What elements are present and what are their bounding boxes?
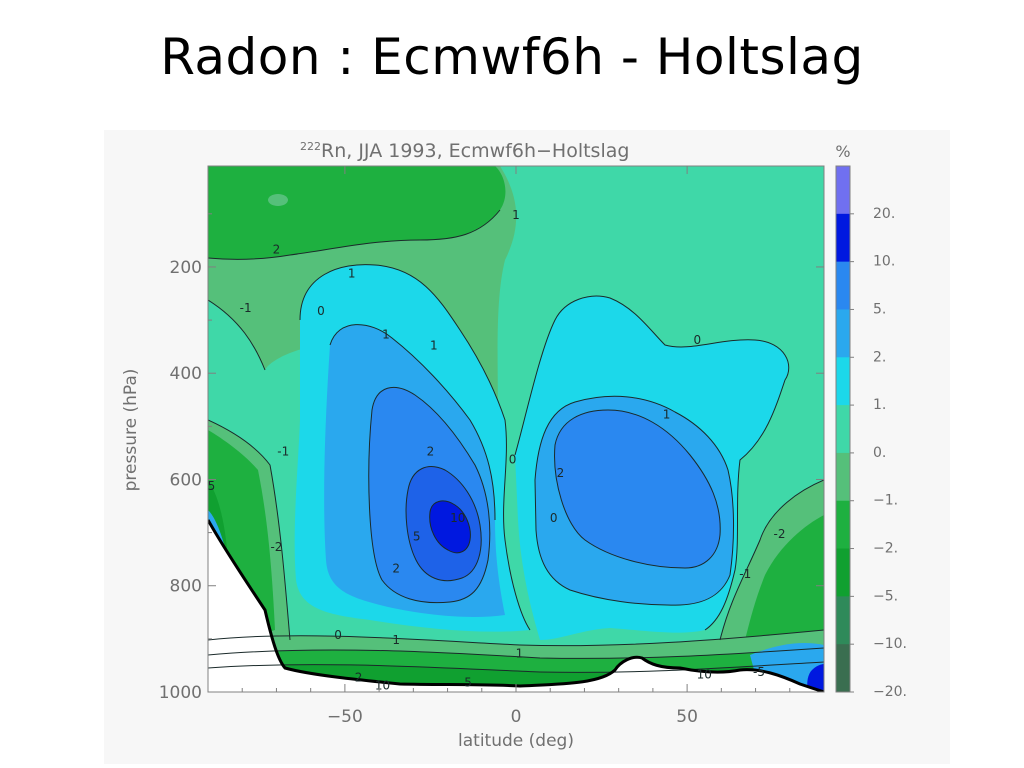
colorbar-label: −1. (873, 493, 898, 509)
slide-title: Radon : Ecmwf6h - Holtslag (160, 28, 864, 86)
chart-title-text: Rn, JJA 1993, Ecmwf6h−Holtslag (321, 140, 629, 162)
contour-label: 5 (464, 676, 472, 690)
colorbar-swatch (836, 213, 850, 263)
colorbar-swatch (836, 452, 850, 502)
contour-line-6 (514, 295, 790, 631)
contour-line-13 (208, 629, 824, 647)
colorbar-swatch (836, 500, 850, 550)
contour-label: 1 (516, 646, 524, 660)
contour-label: 1 (382, 328, 390, 342)
colorbar-label: 10. (873, 254, 895, 270)
left-lobe-above-10 (429, 500, 471, 553)
contour-line-1 (299, 264, 531, 631)
chart-title-superscript: 222 (300, 140, 321, 153)
colorbar-label: −2. (873, 541, 898, 557)
contour-line-4 (405, 466, 482, 582)
contour-label: 5 (208, 479, 216, 493)
contour-label: -5 (753, 665, 765, 679)
contour-line-9 (208, 209, 501, 260)
x-tick-label: 50 (676, 707, 698, 727)
contour-label: 2 (355, 670, 363, 684)
contour-label: 5 (413, 530, 421, 544)
right-lobe-2-to-5 (554, 410, 721, 568)
x-tick-label: −50 (327, 707, 363, 727)
contour-label: 0 (317, 304, 325, 318)
y-tick-label: 600 (170, 470, 202, 490)
contour-label: 1 (663, 407, 671, 421)
contour-line-2 (329, 324, 496, 521)
colorbar-swatch (836, 644, 850, 693)
contour-label: 2 (557, 466, 565, 480)
colorbar-swatch (836, 596, 850, 645)
contour-label: 0 (334, 628, 342, 642)
contour-label: 10 (375, 678, 390, 692)
band-neg2-upper-left (208, 166, 506, 260)
colorbar-label: 5. (873, 301, 886, 317)
colorbar-frame (835, 165, 851, 693)
y-tick-label: 800 (170, 577, 202, 597)
band-neg2-right (745, 515, 824, 640)
contour-label: 1 (392, 633, 400, 647)
contour-label: 0 (509, 453, 517, 467)
contour-label: 0 (550, 511, 558, 525)
contour-lines (208, 209, 824, 692)
colorbar-label: −20. (873, 684, 907, 700)
contour-label: 2 (273, 243, 281, 257)
contour-label: -1 (277, 445, 289, 459)
colorbar-swatch (836, 357, 850, 406)
island-upper-left (268, 194, 288, 206)
colorbar-swatch (836, 261, 850, 310)
y-tick-label: 1000 (159, 683, 202, 703)
colorbar-label: 0. (873, 445, 886, 461)
contour-label: 2 (392, 561, 400, 575)
colorbar-label: 1. (873, 397, 886, 413)
colorbar-label: −10. (873, 636, 907, 652)
contour-fills (208, 166, 824, 692)
y-tick-label: 200 (170, 258, 202, 278)
x-axis-label: latitude (deg) (458, 731, 574, 751)
surface-mask (208, 520, 824, 692)
chart-title: 222Rn, JJA 1993, Ecmwf6h−Holtslag (300, 140, 629, 162)
x-tick-label: 0 (511, 707, 522, 727)
y-axis-label: pressure (hPa) (121, 369, 141, 492)
contour-label: -2 (774, 527, 786, 541)
y-tick-label: 400 (170, 364, 202, 384)
contour-line-7 (534, 395, 735, 606)
colorbar-swatch (836, 309, 850, 358)
contour-label: 1 (430, 338, 438, 352)
colorbar-label: 20. (873, 206, 895, 222)
contour-line-15 (208, 661, 824, 673)
contour-label: -1 (240, 301, 252, 315)
contour-label: 1 (512, 208, 520, 222)
contour-label: -1 (739, 567, 751, 581)
surface-spot-right-max (807, 664, 824, 692)
surface-line (208, 519, 824, 692)
contour-line-8 (554, 409, 721, 569)
x-axis: −50 0 50 (241, 166, 791, 727)
colorbar-label: −5. (873, 588, 898, 604)
colorbar-swatch (836, 405, 850, 454)
colorbar-label: 2. (873, 349, 886, 365)
contour-line-5 (429, 500, 471, 554)
contour-label: 10 (697, 668, 712, 682)
colorbar-unit: % (835, 142, 850, 161)
contour-label: 10 (450, 511, 465, 525)
contour-label: -2 (270, 540, 282, 554)
contour-line-11 (208, 419, 291, 641)
contour-label: 2 (427, 445, 435, 459)
contour-line-3 (368, 387, 491, 604)
colorbar: 20. 10. 5. 2. 1. 0. −1. −2. −5. −10. −20. (835, 165, 907, 700)
colorbar-swatch (836, 166, 850, 215)
contour-line-14 (208, 647, 824, 659)
contour-label: 1 (348, 267, 356, 281)
contour-line-12 (719, 479, 824, 641)
contour-line-10 (208, 299, 266, 371)
colorbar-swatch (836, 548, 850, 597)
contour-label: 0 (694, 333, 702, 347)
figure-panel: 1 2 -1 0 1 1 1 2 10 5 2 0 -1 -2 1 0 2 0 0 1 1 -2 -1 -5 10 2 10 5 5 −… (104, 130, 950, 764)
